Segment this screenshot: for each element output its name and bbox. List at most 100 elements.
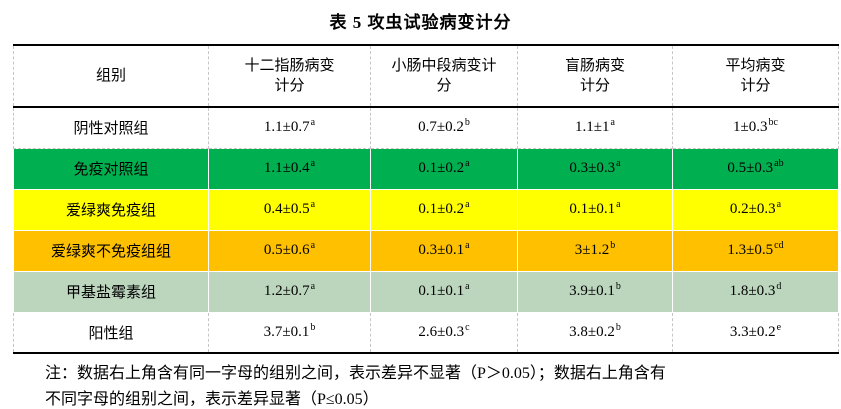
table-title: 表 5 攻虫试验病变计分 <box>329 13 512 32</box>
header-cecum-line1: 盲肠病变 <box>564 58 625 74</box>
score-cell: 3.9±0.1b <box>517 270 673 313</box>
score-value: 0.1±0.2 <box>418 201 465 217</box>
score-cell: 1.3±0.5cd <box>672 229 839 272</box>
score-cell: 3.3±0.2e <box>672 311 839 354</box>
score-superscript: cd <box>774 240 784 251</box>
score-superscript: ab <box>774 158 784 169</box>
score-superscript: bc <box>768 117 778 129</box>
score-value: 1±0.3 <box>733 119 768 136</box>
score-cell: 0.2±0.3a <box>672 188 839 231</box>
score-cell: 3.7±0.1b <box>208 311 371 354</box>
table-row-ailvshuang-immunized: 爱绿爽免疫组 0.4±0.5a 0.1±0.2a 0.1±0.1a 0.2±0.… <box>13 188 839 231</box>
score-value: 1.3±0.5 <box>727 242 774 258</box>
score-cell: 0.1±0.2a <box>370 188 518 231</box>
score-cell: 0.5±0.6a <box>208 229 371 272</box>
score-superscript: b <box>464 117 470 129</box>
score-value: 0.5±0.3 <box>727 160 774 176</box>
score-value: 1.1±0.4 <box>263 160 310 176</box>
score-cell: 1.1±0.4a <box>208 147 371 190</box>
score-value: 0.2±0.3 <box>729 201 776 217</box>
score-cell: 0.5±0.3ab <box>672 147 839 190</box>
score-value: 0.1±0.1 <box>418 283 465 299</box>
score-superscript: a <box>616 158 621 169</box>
score-superscript: b <box>615 321 621 333</box>
footnote-line-1: 注：数据右上角含有同一字母的组别之间，表示差异不显著（P＞0.05）；数据右上角… <box>45 365 666 382</box>
score-cell: 2.6±0.3c <box>370 311 518 354</box>
score-superscript: b <box>610 240 616 251</box>
header-group: 组别 <box>13 44 209 108</box>
score-value: 2.6±0.3 <box>418 323 465 340</box>
score-value: 3.3±0.2 <box>729 323 776 340</box>
table-footnote: 注：数据右上角含有同一字母的组别之间，表示差异不显著（P＞0.05）；数据右上角… <box>45 361 805 409</box>
table-body: 阴性对照组 1.1±0.7a 0.7±0.2b 1.1±1a 1±0.3bc 免… <box>13 106 839 354</box>
score-value: 1.1±1 <box>575 119 610 136</box>
score-superscript: a <box>310 240 316 251</box>
header-group-line1: 组别 <box>95 68 126 84</box>
score-value: 3.7±0.1 <box>263 323 310 340</box>
group-cell: 免疫对照组 <box>13 147 209 190</box>
header-duodenum: 十二指肠病变 计分 <box>208 44 371 108</box>
score-cell: 1.8±0.3d <box>672 270 839 313</box>
group-cell: 阴性对照组 <box>13 106 209 149</box>
score-value: 3.9±0.1 <box>569 283 615 299</box>
score-superscript: a <box>465 158 470 169</box>
score-value: 0.1±0.2 <box>418 160 465 176</box>
score-superscript: a <box>465 240 470 251</box>
score-value: 1.2±0.7 <box>263 283 310 299</box>
score-value: 3±1.2 <box>574 242 610 258</box>
score-cell: 3±1.2b <box>517 229 673 272</box>
score-value: 0.3±0.3 <box>569 160 616 176</box>
score-superscript: a <box>465 199 470 210</box>
score-superscript: a <box>310 117 316 129</box>
footnote-line-2: 不同字母的组别之间，表示差异显著（P≤0.05） <box>45 391 379 408</box>
group-cell: 爱绿爽不免疫组组 <box>13 229 209 272</box>
score-value: 0.4±0.5 <box>263 201 310 217</box>
score-value: 0.3±0.1 <box>418 242 465 258</box>
score-value: 0.5±0.6 <box>263 242 310 258</box>
score-cell: 0.3±0.3a <box>517 147 673 190</box>
group-cell: 阳性组 <box>13 311 209 354</box>
header-mid-intestine-line2: 分 <box>436 78 452 94</box>
score-superscript: d <box>776 281 782 292</box>
score-cell: 3.8±0.2b <box>517 311 673 354</box>
header-average-line1: 平均病变 <box>725 58 786 74</box>
score-superscript: a <box>616 199 621 210</box>
score-value: 3.8±0.2 <box>569 323 615 340</box>
table-row-positive: 阳性组 3.7±0.1b 2.6±0.3c 3.8±0.2b 3.3±0.2e <box>13 311 839 354</box>
score-cell: 0.3±0.1a <box>370 229 518 272</box>
score-superscript: c <box>465 321 470 333</box>
score-cell: 0.1±0.1a <box>517 188 673 231</box>
score-cell: 1.1±1a <box>517 106 673 149</box>
score-superscript: a <box>310 281 316 292</box>
lesion-score-table: 组别 十二指肠病变 计分 小肠中段病变计分 盲肠病变 计分 平均病变 计分 阴性对照组 <box>13 44 839 354</box>
score-superscript: a <box>776 199 782 210</box>
table-header: 组别 十二指肠病变 计分 小肠中段病变计分 盲肠病变 计分 平均病变 计分 <box>13 44 839 108</box>
score-superscript: a <box>610 117 615 129</box>
score-value: 1.1±0.7 <box>263 119 310 136</box>
header-average-line2: 计分 <box>740 78 771 94</box>
group-cell: 甲基盐霉素组 <box>13 270 209 313</box>
score-cell: 1.2±0.7a <box>208 270 371 313</box>
group-cell: 爱绿爽免疫组 <box>13 188 209 231</box>
header-row: 组别 十二指肠病变 计分 小肠中段病变计分 盲肠病变 计分 平均病变 计分 <box>13 44 839 108</box>
score-cell: 0.1±0.2a <box>370 147 518 190</box>
score-cell: 1±0.3bc <box>672 106 839 149</box>
header-duodenum-line1: 十二指肠病变 <box>244 58 335 74</box>
header-average: 平均病变 计分 <box>672 44 839 108</box>
table-row-methyl-salinomycin: 甲基盐霉素组 1.2±0.7a 0.1±0.1a 3.9±0.1b 1.8±0.… <box>13 270 839 313</box>
header-mid-intestine: 小肠中段病变计分 <box>370 44 518 108</box>
header-cecum-line2: 计分 <box>579 78 610 94</box>
table-row-ailvshuang-nonimmunized: 爱绿爽不免疫组组 0.5±0.6a 0.3±0.1a 3±1.2b 1.3±0.… <box>13 229 839 272</box>
score-cell: 0.4±0.5a <box>208 188 371 231</box>
score-value: 0.1±0.1 <box>569 201 616 217</box>
score-value: 0.7±0.2 <box>418 119 464 136</box>
score-superscript: a <box>310 199 316 210</box>
header-cecum: 盲肠病变 计分 <box>517 44 673 108</box>
header-duodenum-line2: 计分 <box>274 78 305 94</box>
score-superscript: b <box>310 321 316 333</box>
score-cell: 1.1±0.7a <box>208 106 371 149</box>
score-superscript: e <box>776 321 782 333</box>
table-row-negative-control: 阴性对照组 1.1±0.7a 0.7±0.2b 1.1±1a 1±0.3bc <box>13 106 839 149</box>
score-cell: 0.1±0.1a <box>370 270 518 313</box>
